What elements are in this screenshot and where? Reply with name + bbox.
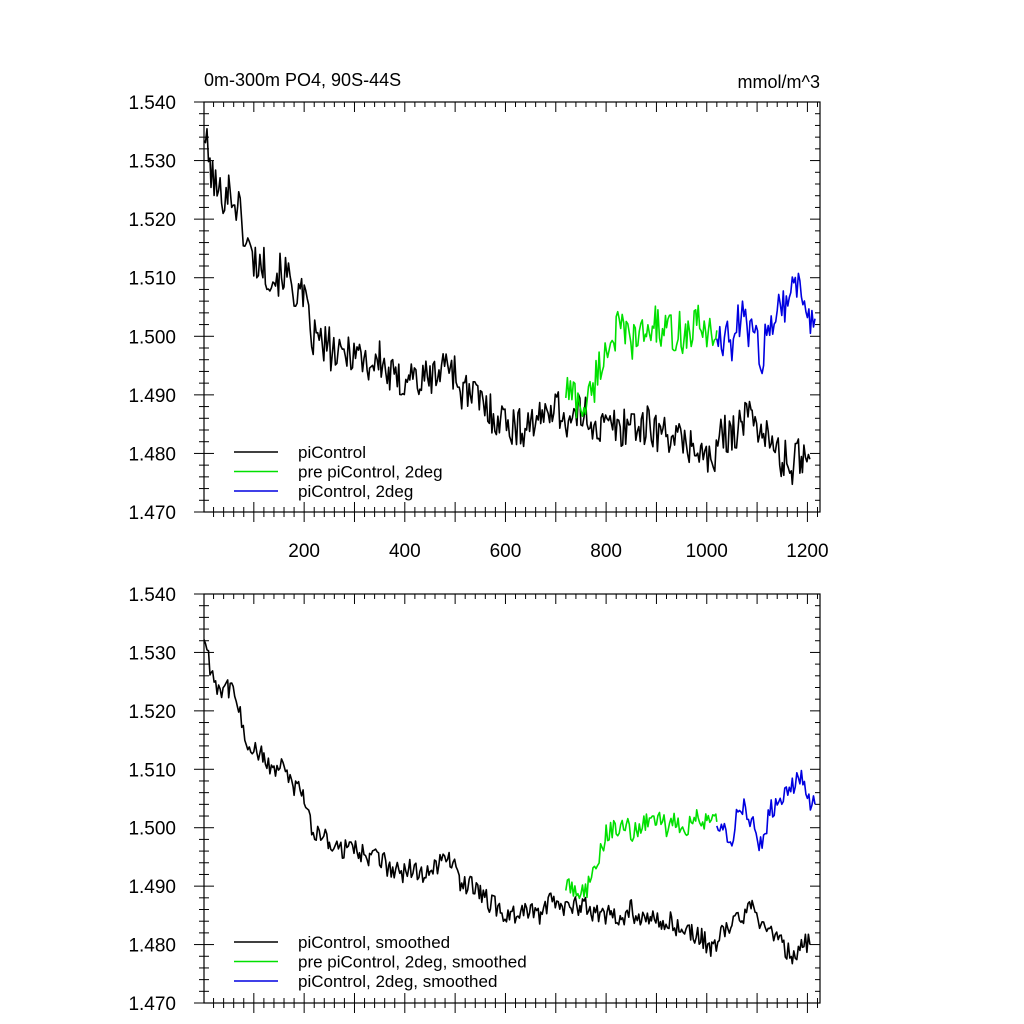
x-tick-label: 400 [389,541,421,562]
series-line-1 [565,809,718,900]
x-tick-label: 800 [590,541,622,562]
bottom-panel: 1.470 1.480 1.490 1.500 1.510 1.520 1.530 1.540… [128,585,821,1015]
series-line-2 [716,769,816,852]
y-tick-label: 1.510 [128,269,176,290]
legend-entry: piControl [298,443,366,462]
y-tick-label: 1.490 [128,877,176,898]
x-tick-label: 1000 [686,541,728,562]
y-tick-label: 1.480 [128,936,176,957]
y-tick-label: 1.510 [128,760,176,781]
series-line-0 [203,639,811,965]
x-tick-label: 200 [288,541,320,562]
y-tick-label: 1.530 [128,152,176,173]
plot-frame [203,593,821,1004]
y-tick-label: 1.530 [128,643,176,664]
legend-entry: piControl, 2deg, smoothed [298,972,497,991]
series-line-2 [716,272,816,375]
x-tick-label: 600 [490,541,522,562]
top-panel: 1.470 1.480 1.490 1.500 1.510 1.520 1.530 1.540… [128,70,828,562]
series-line-0 [203,128,811,486]
series-line-1 [565,304,718,419]
plot-frame [203,101,821,513]
y-tick-label: 1.470 [128,503,176,524]
y-tick-label: 1.490 [128,386,176,407]
x-tick-label: 1200 [786,541,828,562]
y-tick-label: 1.480 [128,444,176,465]
y-tick-label: 1.500 [128,327,176,348]
y-tick-label: 1.520 [128,702,176,723]
y-tick-label: 1.520 [128,210,176,231]
y-tick-label: 1.470 [128,994,176,1015]
y-tick-label: 1.540 [128,93,176,114]
y-tick-label: 1.540 [128,585,176,606]
units-label: mmol/m^3 [738,72,820,92]
legend-entry: pre piControl, 2deg, smoothed [298,953,527,972]
legend-entry: pre piControl, 2deg [298,463,443,482]
legend-entry: piControl, 2deg [298,482,413,501]
legend-entry: piControl, smoothed [298,933,450,952]
chart-title: 0m-300m PO4, 90S-44S [204,70,401,90]
y-tick-label: 1.500 [128,819,176,840]
